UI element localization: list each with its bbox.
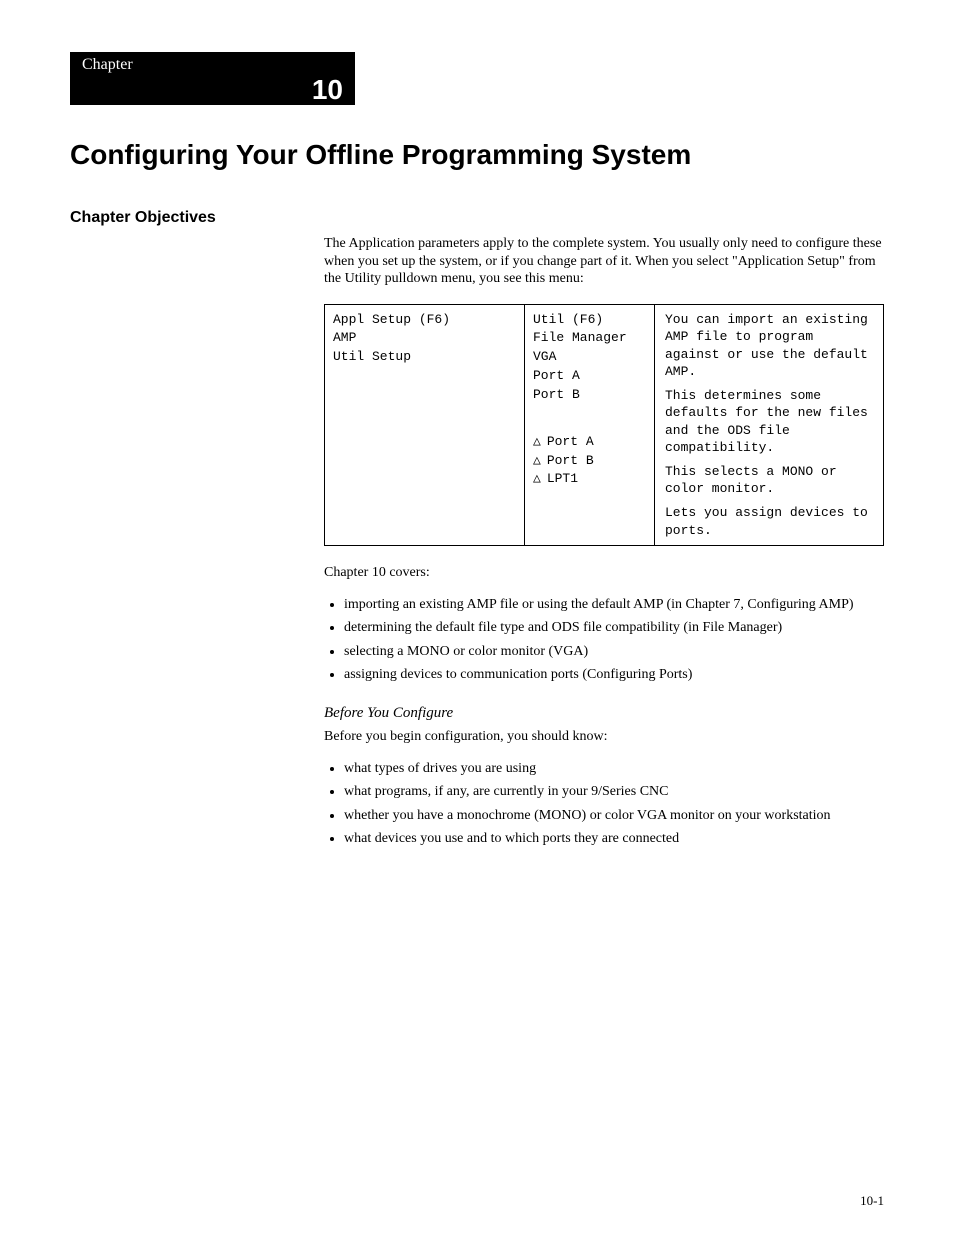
menu-diagram: Appl Setup (F6) AMP Util Setup Util (F6)… (324, 304, 884, 547)
mid-col-delta-item: △Port A (533, 433, 646, 452)
list-item: assigning devices to communication ports… (344, 666, 884, 684)
intro-paragraph: The Application parameters apply to the … (324, 235, 884, 288)
bullet-list-2: what types of drives you are using what … (344, 760, 884, 848)
diagram-col-mid: Util (F6) File Manager VGA Port A Port B… (525, 305, 655, 546)
list-item: what programs, if any, are currently in … (344, 783, 884, 801)
post-diagram-text: Chapter 10 covers: (324, 564, 884, 582)
mid-col-item: File Manager (533, 329, 646, 348)
subheading-italic: Before You Configure (324, 704, 884, 723)
diagram-col-right: You can import an existing AMP file to p… (655, 305, 883, 546)
chapter-box: Chapter 10 (70, 52, 355, 105)
list-item: selecting a MONO or color monitor (VGA) (344, 643, 884, 661)
left-col-header: Appl Setup (F6) (333, 311, 516, 330)
delta-icon: △ (533, 470, 541, 489)
chapter-title: Configuring Your Offline Programming Sys… (70, 139, 884, 171)
list-item: what types of drives you are using (344, 760, 884, 778)
list-item: determining the default file type and OD… (344, 619, 884, 637)
mid-col-item: Port B (533, 386, 646, 405)
list-item: what devices you use and to which ports … (344, 830, 884, 848)
mid-col-item: VGA (533, 348, 646, 367)
right-col-desc: You can import an existing AMP file to p… (665, 311, 873, 381)
delta-icon: △ (533, 433, 541, 452)
left-col-item: AMP (333, 329, 516, 348)
bullet-list-1: importing an existing AMP file or using … (344, 596, 884, 684)
sub-intro-text: Before you begin configuration, you shou… (324, 728, 884, 746)
diagram-col-left: Appl Setup (F6) AMP Util Setup (325, 305, 525, 546)
mid-col-delta-item: △LPT1 (533, 470, 646, 489)
body-column: The Application parameters apply to the … (324, 235, 884, 848)
mid-col-header: Util (F6) (533, 311, 646, 330)
right-col-desc: This determines some defaults for the ne… (665, 387, 873, 457)
chapter-label: Chapter (82, 56, 343, 74)
section-heading: Chapter Objectives (70, 209, 884, 227)
list-item: whether you have a monochrome (MONO) or … (344, 807, 884, 825)
right-col-desc: Lets you assign devices to ports. (665, 504, 873, 539)
mid-col-item: Port A (533, 367, 646, 386)
page-number: 10-1 (860, 1193, 884, 1209)
mid-col-delta-item: △Port B (533, 452, 646, 471)
list-item: importing an existing AMP file or using … (344, 596, 884, 614)
left-col-item: Util Setup (333, 348, 516, 367)
chapter-number: 10 (82, 74, 343, 106)
right-col-desc: This selects a MONO or color monitor. (665, 463, 873, 498)
delta-icon: △ (533, 452, 541, 471)
